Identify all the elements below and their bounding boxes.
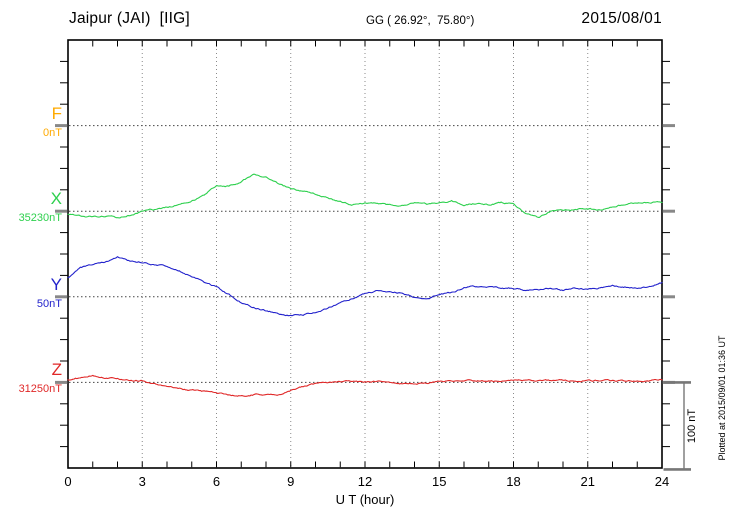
plot-date: 2015/08/01 xyxy=(581,10,662,27)
x-tick-label: 15 xyxy=(432,474,447,489)
x-tick-label: 12 xyxy=(357,474,373,489)
component-F-label: F 0nT xyxy=(0,104,62,140)
x-tick-label: 24 xyxy=(654,474,670,489)
component-letter-Z: Z xyxy=(51,360,62,379)
trace-Z xyxy=(67,374,663,397)
component-letter-X: X xyxy=(50,189,62,208)
component-baseline-Z: 31250nT xyxy=(18,383,62,395)
x-tick-label: 21 xyxy=(580,474,595,489)
component-Y-label: Y 50nT xyxy=(0,275,62,311)
component-letter-Y: Y xyxy=(50,275,62,294)
x-tick-label: 0 xyxy=(64,474,72,489)
component-baseline-X: 35230nT xyxy=(18,212,62,224)
x-tick-label: 6 xyxy=(212,474,221,489)
component-letter-F: F xyxy=(51,104,62,123)
component-Z-label: Z 31250nT xyxy=(0,360,62,396)
x-tick-label: 9 xyxy=(287,474,295,489)
component-baseline-Y: 50nT xyxy=(36,298,62,310)
station-title: Jaipur (JAI) [IIG] xyxy=(69,10,190,27)
component-baseline-F: 0nT xyxy=(43,127,62,139)
x-tick-label: 18 xyxy=(506,474,521,489)
trace-X xyxy=(67,173,663,219)
x-tick-label: 3 xyxy=(138,474,146,489)
component-X-label: X 35230nT xyxy=(0,189,62,225)
scale-bar-label: 100 nT xyxy=(686,408,698,444)
plotted-at-note: Plotted at 2015/09/01 01:36 UT xyxy=(717,335,727,461)
x-axis-title: U T (hour) xyxy=(335,492,395,507)
plot-frame xyxy=(67,39,663,469)
geographic-coords: GG ( 26.92°, 75.80°) xyxy=(366,15,475,27)
trace-Y xyxy=(67,256,663,317)
